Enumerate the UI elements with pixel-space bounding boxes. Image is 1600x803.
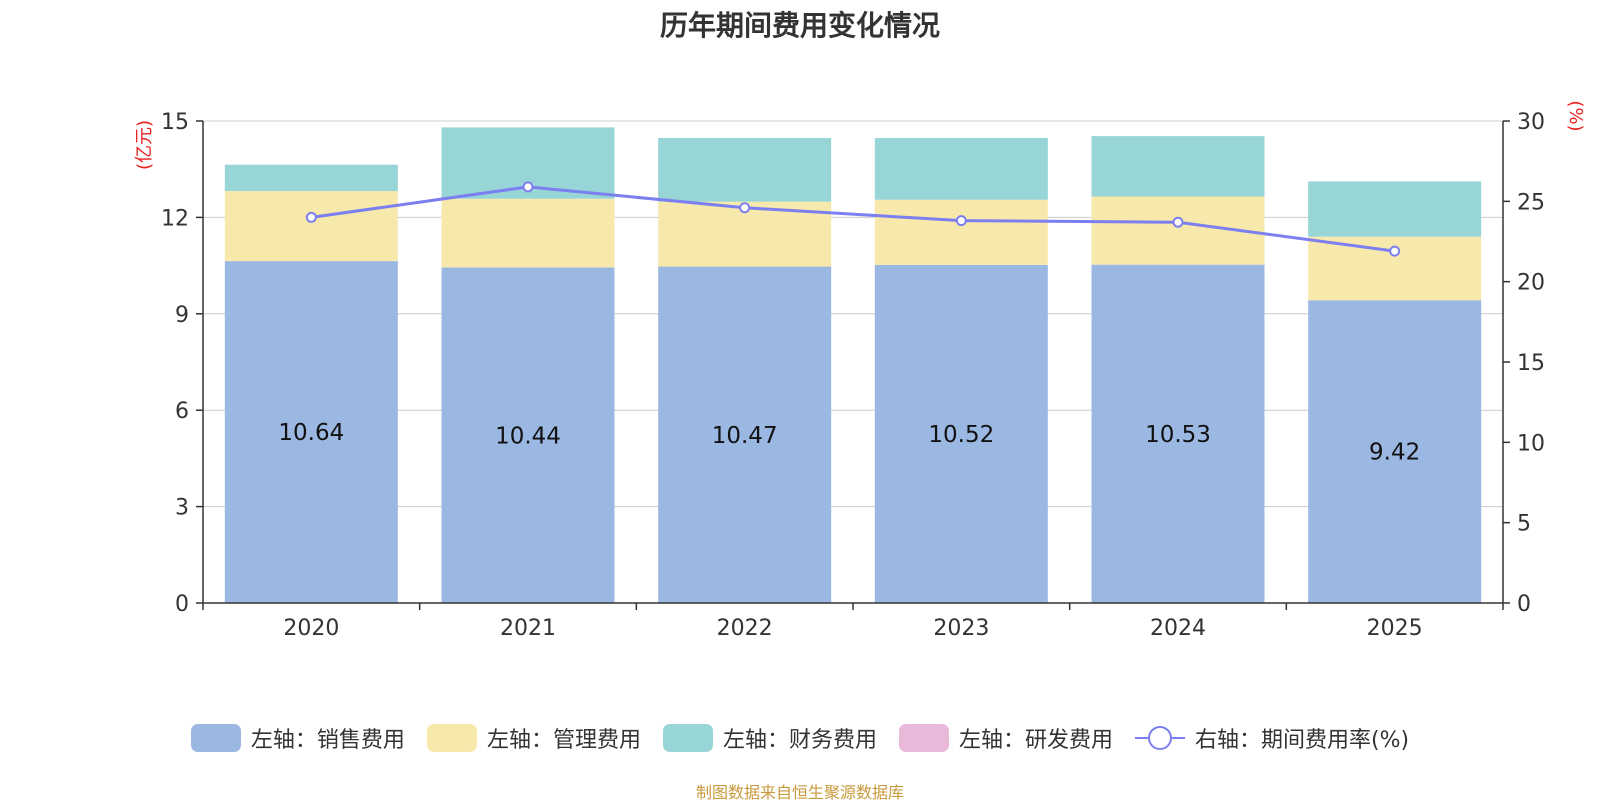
bar-data-label: 10.64 bbox=[278, 420, 344, 446]
bar-segment bbox=[441, 267, 615, 603]
line-layer bbox=[305, 181, 1401, 257]
bar-segment bbox=[874, 138, 1048, 200]
left-axis-unit-label: (亿元) bbox=[134, 120, 155, 170]
bar-segment bbox=[1308, 181, 1482, 237]
bar-segment bbox=[1308, 300, 1482, 603]
x-axis-tick-label: 2020 bbox=[283, 616, 339, 641]
data-source-note: 制图数据来自恒生聚源数据库 bbox=[695, 783, 904, 802]
rate-line bbox=[311, 185, 1395, 253]
bar-segment bbox=[224, 164, 398, 192]
left-axis-tick-label: 15 bbox=[161, 110, 189, 135]
bar-data-label: 10.52 bbox=[928, 422, 994, 448]
x-axis-tick-label: 2025 bbox=[1367, 616, 1423, 641]
legend-label: 右轴：期间费用率(%) bbox=[1194, 728, 1410, 753]
right-axis-tick-label: 10 bbox=[1517, 431, 1545, 456]
rate-line-point bbox=[305, 211, 317, 223]
legend-item[interactable]: 左轴：研发费用 bbox=[898, 722, 1113, 754]
left-axis-tick-label: 0 bbox=[175, 592, 189, 617]
bar-segment bbox=[1091, 136, 1265, 197]
right-axis-tick-label: 30 bbox=[1517, 110, 1545, 135]
grid-layer bbox=[203, 120, 1503, 508]
bar-segment bbox=[441, 198, 615, 268]
bar-segment bbox=[224, 191, 398, 262]
bar-data-label: 10.53 bbox=[1145, 422, 1211, 448]
left-axis-tick-label: 12 bbox=[161, 206, 189, 231]
rate-line-point bbox=[739, 202, 751, 214]
bar-segment bbox=[658, 138, 832, 202]
rate-line-point bbox=[955, 215, 967, 227]
legend-swatch bbox=[190, 724, 241, 752]
bar-data-label: 10.44 bbox=[495, 423, 561, 449]
data-label-layer: 10.64 10.44 10.47 10.52 10.53 9.42 bbox=[278, 420, 1420, 466]
x-axis-tick-label: 2021 bbox=[500, 616, 556, 641]
right-axis-tick-label: 25 bbox=[1517, 190, 1545, 215]
left-axis-tick-label: 3 bbox=[175, 496, 189, 521]
right-axis-tick-label: 0 bbox=[1517, 592, 1531, 617]
chart-title: 历年期间费用变化情况 bbox=[659, 9, 940, 42]
legend-label: 左轴：财务费用 bbox=[722, 728, 877, 753]
legend-item[interactable]: 左轴：销售费用 bbox=[190, 722, 405, 754]
x-axis-tick-label: 2023 bbox=[933, 616, 989, 641]
legend-label: 左轴：研发费用 bbox=[958, 728, 1113, 753]
rate-line-point bbox=[522, 181, 534, 193]
bar-layer bbox=[224, 127, 1482, 603]
right-axis-tick-label: 5 bbox=[1517, 512, 1531, 537]
legend-swatch bbox=[662, 724, 713, 752]
left-axis-tick-label: 9 bbox=[175, 303, 189, 328]
legend-swatch bbox=[898, 724, 949, 752]
right-axis-tick-label: 20 bbox=[1517, 271, 1545, 296]
legend-label: 左轴：管理费用 bbox=[486, 728, 641, 753]
legend-item[interactable]: 左轴：财务费用 bbox=[662, 722, 877, 754]
rate-line-point bbox=[1172, 216, 1184, 228]
legend-item[interactable]: 左轴：管理费用 bbox=[426, 722, 641, 754]
bar-segment bbox=[1091, 264, 1265, 603]
x-axis-tick-label: 2024 bbox=[1150, 616, 1206, 641]
legend-item[interactable]: 右轴：期间费用率(%) bbox=[1134, 722, 1410, 754]
bar-segment bbox=[874, 199, 1048, 265]
legend-swatch bbox=[1134, 724, 1185, 752]
legend-swatch bbox=[426, 724, 477, 752]
right-axis-tick-label: 15 bbox=[1517, 351, 1545, 376]
right-axis-unit-label: (%) bbox=[1565, 100, 1586, 131]
bar-data-label: 10.47 bbox=[712, 423, 778, 449]
legend: 左轴：销售费用 左轴：管理费用 左轴：财务费用 左轴：研发费用 右轴：期间费用率(%) bbox=[0, 718, 1600, 758]
legend-label: 左轴：销售费用 bbox=[250, 728, 405, 753]
bar-segment bbox=[224, 261, 398, 603]
bar-segment bbox=[658, 266, 832, 603]
left-axis-tick-label: 6 bbox=[175, 399, 189, 424]
x-axis-tick-label: 2022 bbox=[717, 616, 773, 641]
rate-line-point bbox=[1389, 245, 1401, 257]
bar-segment bbox=[874, 264, 1048, 603]
bar-data-label: 9.42 bbox=[1369, 440, 1420, 466]
